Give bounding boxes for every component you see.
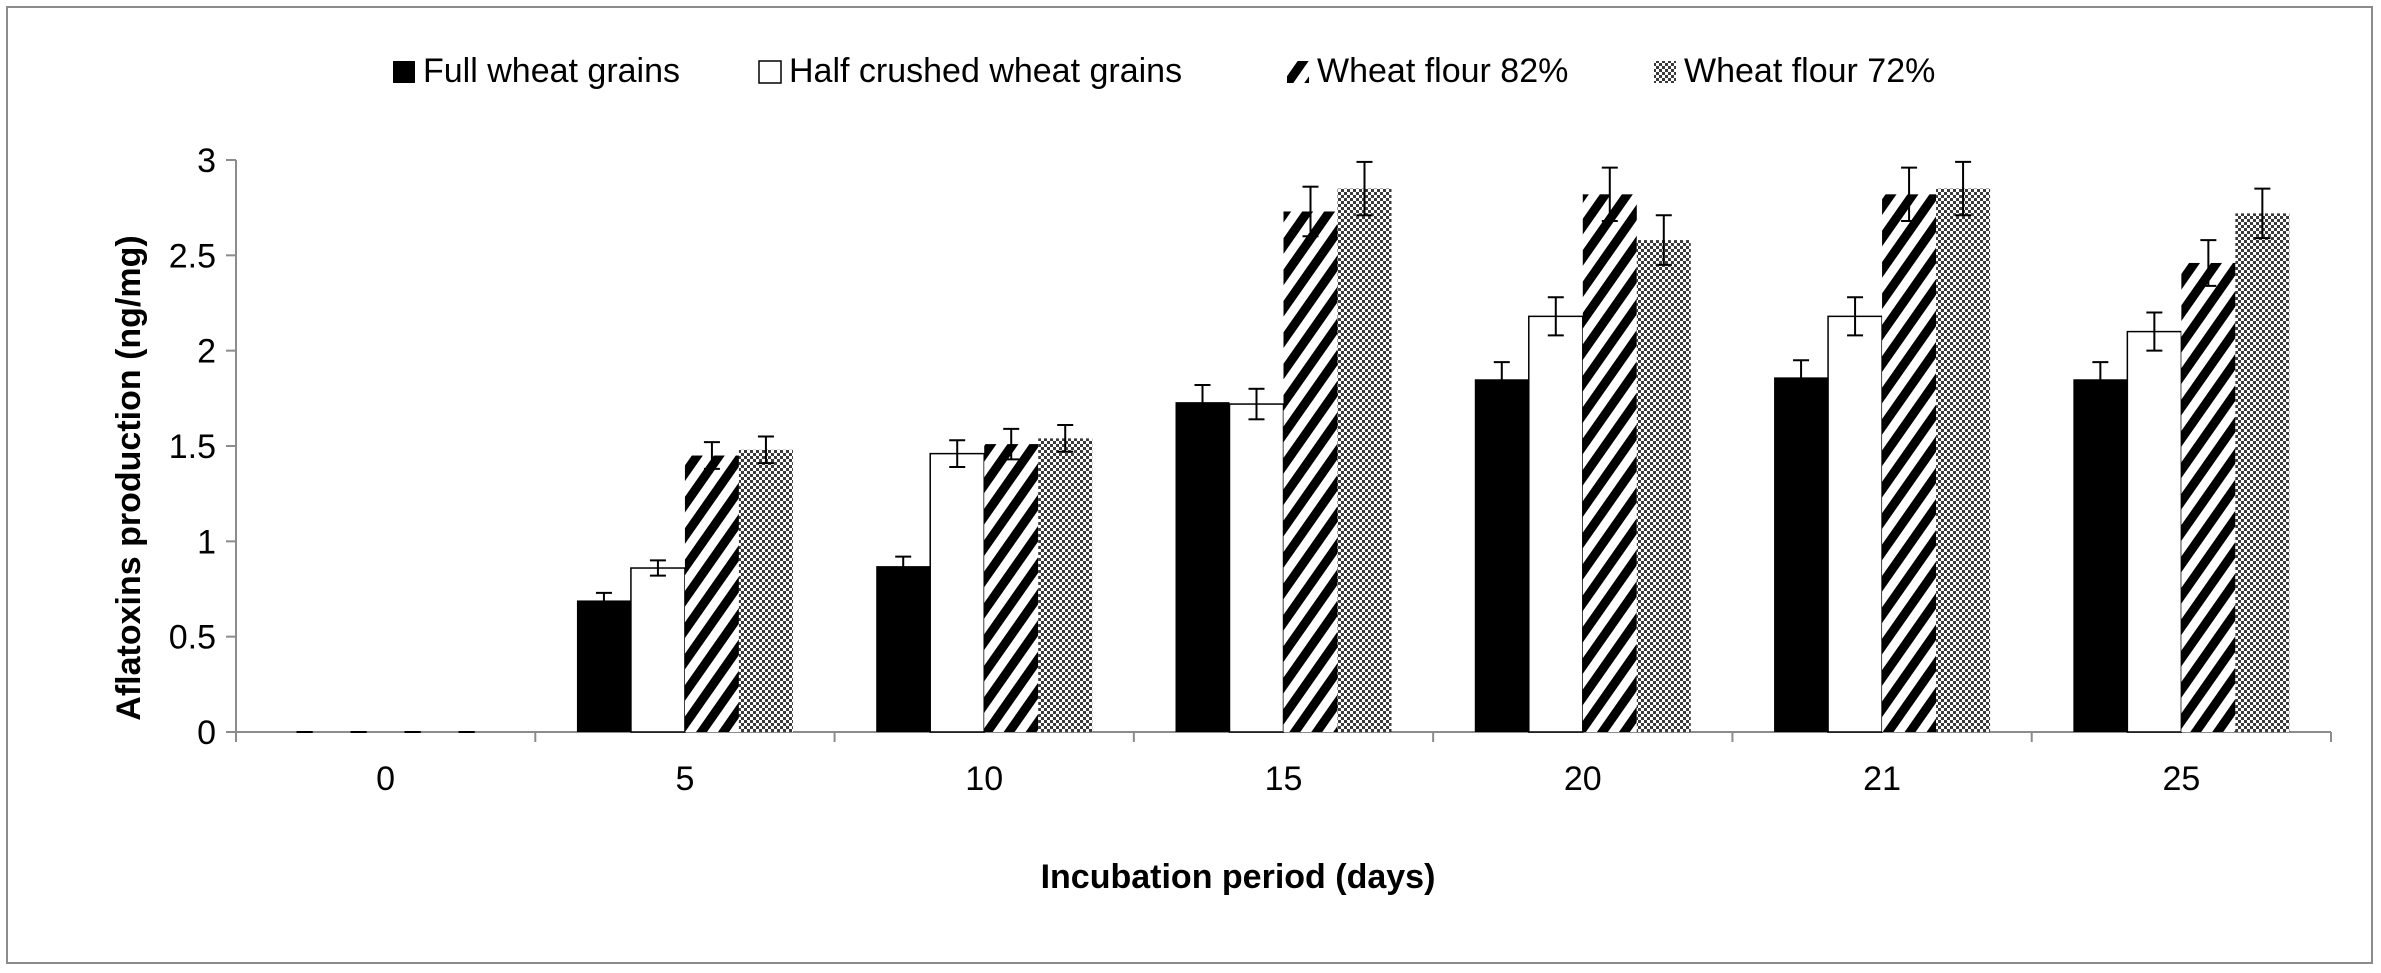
bar-open <box>929 452 985 733</box>
bar-checker <box>738 449 793 732</box>
error-bar <box>1194 383 1211 421</box>
bars <box>576 188 2290 733</box>
bar-solid <box>1175 402 1230 732</box>
bar-open <box>1827 315 1883 733</box>
error-bar <box>2200 239 2217 287</box>
error-bar <box>1356 160 1373 217</box>
error-bar <box>2092 361 2109 398</box>
legend-swatch-checker <box>1654 61 1676 83</box>
bar-solid <box>576 600 631 732</box>
legend-swatch-open <box>758 60 782 84</box>
error-bar <box>949 439 966 468</box>
bar-diagonal <box>1283 211 1338 733</box>
bar-open <box>1528 315 1584 733</box>
y-tick-label: 1 <box>197 523 216 561</box>
error-bar <box>1601 166 1618 223</box>
x-tick-label: 21 <box>1863 760 1901 798</box>
bar-open <box>630 567 686 733</box>
error-bar <box>1547 296 1564 337</box>
bar-diagonal <box>1882 194 1937 732</box>
x-axis-title: Incubation period (days) <box>1041 858 1436 896</box>
error-bar <box>1901 166 1918 223</box>
y-axis-title: Aflatoxins production (ng/mg) <box>110 235 148 720</box>
error-bar <box>895 555 912 577</box>
legend-label: Wheat flour 82% <box>1317 52 1568 90</box>
legend-label: Wheat flour 72% <box>1684 52 1935 90</box>
bar-diagonal <box>684 455 739 732</box>
bar-checker <box>1936 188 1991 733</box>
y-axis: 0 0.5 1 1.5 2 2.5 3 <box>169 142 237 752</box>
error-bar <box>2146 311 2163 352</box>
bar-diagonal <box>984 444 1039 732</box>
x-tick-label: 0 <box>376 760 395 798</box>
legend-label: Half crushed wheat grains <box>789 52 1182 90</box>
legend-entry: Wheat flour 72% <box>1654 52 1935 90</box>
error-bar <box>1655 214 1672 266</box>
error-bar <box>757 435 774 465</box>
legend-swatch-diagonal <box>1287 61 1309 83</box>
x-axis: 0 5 10 15 20 21 25 <box>235 731 2332 798</box>
error-bar <box>649 559 666 577</box>
x-tick-label: 5 <box>675 760 694 798</box>
error-bar <box>1847 296 1864 337</box>
bar-solid <box>1474 379 1529 732</box>
y-tick-label: 1.5 <box>169 428 216 466</box>
bar-checker <box>1038 438 1093 732</box>
legend-entry: Wheat flour 82% <box>1287 52 1568 90</box>
error-bar <box>1248 387 1265 421</box>
legend-entry: Full wheat grains <box>393 52 680 90</box>
x-tick-label: 10 <box>965 760 1003 798</box>
error-bar <box>1003 427 1020 461</box>
y-tick-label: 0 <box>197 714 216 752</box>
y-tick-label: 3 <box>197 142 216 180</box>
x-tick-label: 20 <box>1564 760 1602 798</box>
legend: Full wheat grains Half crushed wheat grai… <box>393 52 1935 90</box>
error-bar <box>1302 185 1319 238</box>
error-bars <box>296 160 2271 733</box>
y-tick-label: 2 <box>197 333 216 371</box>
error-bar <box>595 591 612 610</box>
bar-open <box>2126 330 2183 733</box>
bar-solid <box>876 566 931 732</box>
bar-checker <box>2235 213 2290 733</box>
bar-solid <box>1774 377 1829 732</box>
legend-label: Full wheat grains <box>423 52 680 90</box>
bar-diagonal <box>2181 262 2236 732</box>
legend-entry: Half crushed wheat grains <box>758 52 1182 90</box>
x-tick-label: 25 <box>2162 760 2200 798</box>
error-bar <box>703 441 720 470</box>
bar-diagonal <box>1582 194 1637 732</box>
y-tick-label: 0.5 <box>169 619 216 657</box>
legend-swatch-solid <box>393 61 415 83</box>
x-tick-label: 15 <box>1265 760 1303 798</box>
error-bar <box>1955 160 1972 217</box>
error-bar <box>2254 187 2271 240</box>
bar-checker <box>1636 240 1691 732</box>
bar-open <box>1228 403 1285 733</box>
error-bar <box>1057 424 1074 453</box>
bar-checker <box>1337 188 1392 733</box>
error-bar <box>1793 359 1810 396</box>
y-tick-label: 2.5 <box>169 237 216 275</box>
bar-solid <box>2073 379 2128 732</box>
error-bar <box>1493 361 1510 398</box>
